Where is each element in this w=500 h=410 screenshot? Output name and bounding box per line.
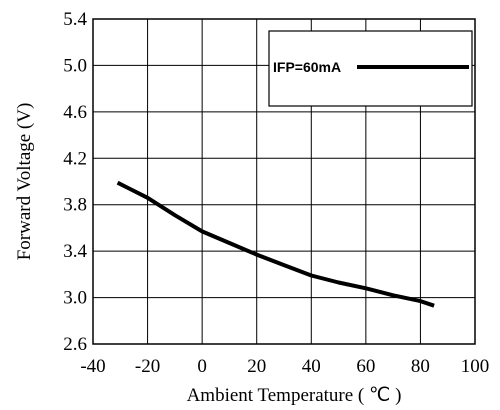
x-tick-label: 80 [411, 356, 430, 377]
plot-frame [92, 18, 476, 345]
series-layer [116, 180, 435, 308]
y-tick-label: 4.2 [63, 148, 87, 169]
y-tick-label: 3.8 [63, 195, 87, 216]
y-tick-label: 3.4 [63, 241, 87, 262]
y-tick-label: 5.0 [63, 55, 87, 76]
legend: IFP=60mA [268, 30, 473, 107]
x-axis-title: Ambient Temperature ( ℃ ) [187, 385, 402, 406]
x-tick-label: 100 [461, 356, 490, 377]
legend-label-0: IFP=60mA [273, 59, 341, 75]
y-tick-label: 4.6 [63, 102, 87, 123]
x-tick-label: -20 [135, 356, 160, 377]
x-axis-ticks: -40 -20 0 20 40 60 80 100 [80, 356, 489, 377]
x-tick-label: -40 [80, 356, 105, 377]
y-tick-label: 2.6 [63, 334, 87, 355]
x-tick-label: 40 [302, 356, 321, 377]
x-tick-label: 0 [197, 356, 207, 377]
y-tick-label: 3.0 [63, 288, 87, 309]
y-tick-label: 5.4 [63, 9, 87, 30]
x-tick-label: 20 [247, 356, 266, 377]
series-line-0 [116, 180, 435, 308]
x-tick-label: 60 [356, 356, 375, 377]
y-axis-title: Forward Voltage (V) [14, 103, 35, 261]
y-axis-ticks: 2.6 3.0 3.4 3.8 4.2 4.6 5.0 5.4 [63, 9, 87, 355]
